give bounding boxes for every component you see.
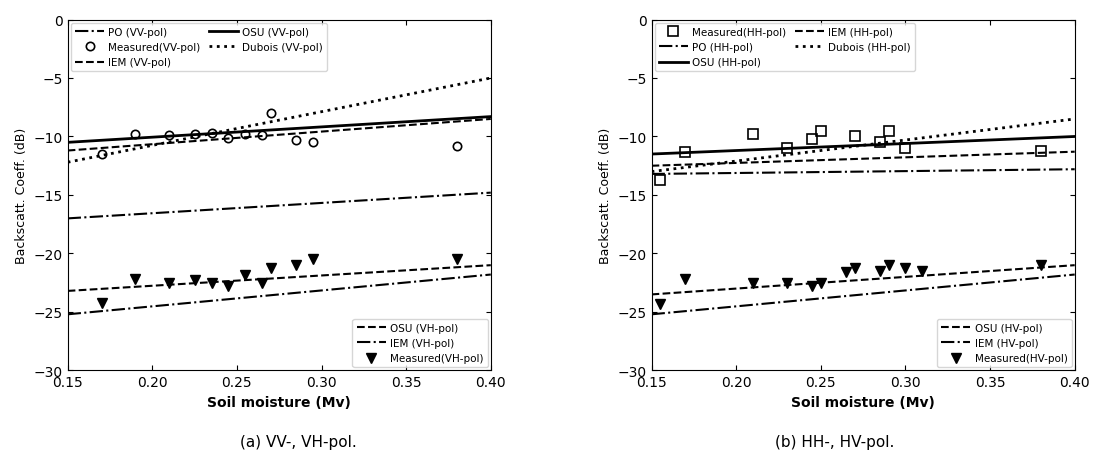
Legend: OSU (HV-pol), IEM (HV-pol), Measured(HV-pol): OSU (HV-pol), IEM (HV-pol), Measured(HV-… [937,319,1072,368]
Legend: OSU (VH-pol), IEM (VH-pol), Measured(VH-pol): OSU (VH-pol), IEM (VH-pol), Measured(VH-… [352,319,487,368]
Text: (a) VV-, VH-pol.: (a) VV-, VH-pol. [240,434,357,450]
Text: (b) HH-, HV-pol.: (b) HH-, HV-pol. [775,434,894,450]
X-axis label: Soil moisture (Mv): Soil moisture (Mv) [208,395,351,409]
Y-axis label: Backscatt. Coeff. (dB): Backscatt. Coeff. (dB) [15,128,28,263]
Y-axis label: Backscatt. Coeff. (dB): Backscatt. Coeff. (dB) [599,128,612,263]
X-axis label: Soil moisture (Mv): Soil moisture (Mv) [791,395,935,409]
